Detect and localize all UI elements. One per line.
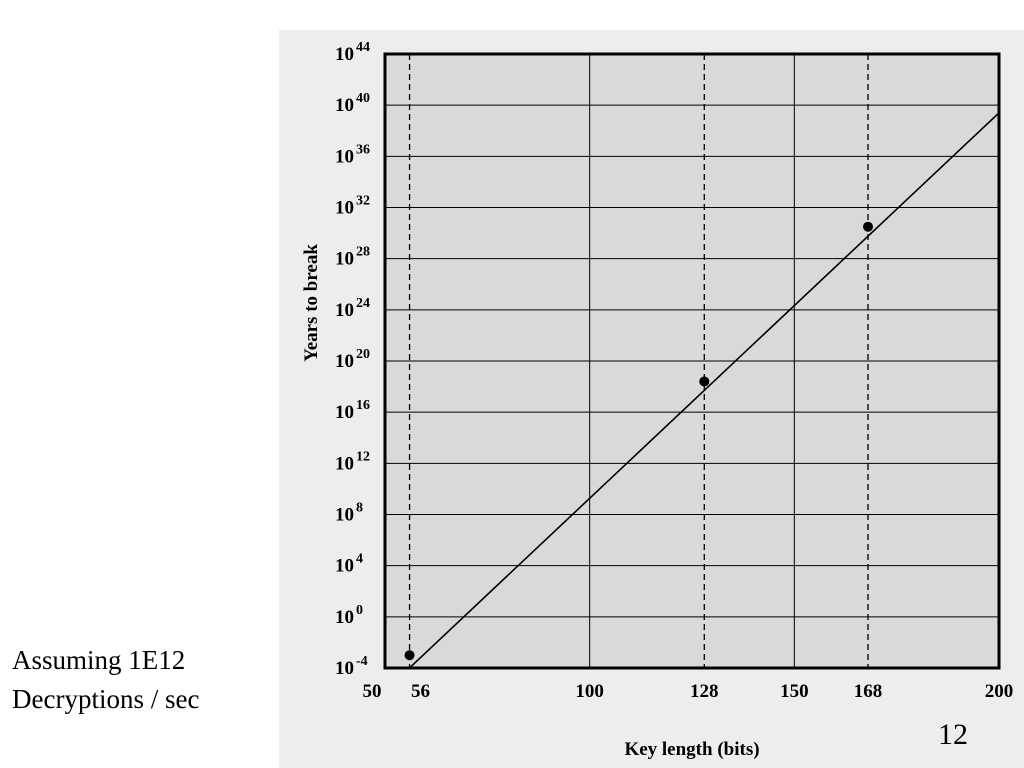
y-tick-base: 10 <box>335 300 354 321</box>
y-tick-label: 10 40 <box>335 91 370 116</box>
dashed-reference-lines <box>408 54 869 668</box>
y-tick-label: 10 28 <box>335 245 370 270</box>
y-tick-label: 10 16 <box>335 398 370 423</box>
y-axis-title: Years to break <box>301 244 322 362</box>
y-tick-base: 10 <box>335 44 354 65</box>
y-tick-exponent: 44 <box>356 40 370 55</box>
y-tick-exponent: 40 <box>356 91 370 106</box>
y-tick-exponent: 12 <box>356 449 370 464</box>
assumption-note-line-1: Assuming 1E12 <box>12 645 186 675</box>
series-line <box>408 112 999 668</box>
y-tick-base: 10 <box>335 402 354 423</box>
y-tick-exponent: 4 <box>356 552 363 567</box>
y-tick-label: 10 12 <box>335 449 370 474</box>
y-tick-exponent: 36 <box>356 142 370 157</box>
data-point-56 <box>404 650 415 661</box>
assumption-note-line-2: Decryptions / sec <box>12 684 200 714</box>
y-tick-base: 10 <box>335 95 354 116</box>
y-tick-exponent: 16 <box>356 398 370 413</box>
y-tick-base: 10 <box>335 198 354 219</box>
slide-number: 12 <box>938 718 968 751</box>
y-tick-exponent: 8 <box>356 501 363 516</box>
y-tick-exponent: 32 <box>356 194 370 209</box>
y-tick-exponent: 0 <box>356 603 363 618</box>
x-tick-label-168: 168 <box>854 681 883 702</box>
x-tick-label-150: 150 <box>780 681 809 702</box>
x-tick-label-200: 200 <box>985 681 1014 702</box>
data-point-168 <box>863 221 874 232</box>
x-tick-label-128: 128 <box>690 681 719 702</box>
plot-frame <box>383 52 1001 670</box>
y-tick-label: 10 32 <box>335 194 370 219</box>
y-tick-exponent: 24 <box>356 296 370 311</box>
y-tick-base: 10 <box>335 505 354 526</box>
y-tick-base: 10 <box>335 351 354 372</box>
y-tick-label: 10 20 <box>335 347 370 372</box>
series <box>404 112 999 668</box>
data-point-128 <box>699 376 710 387</box>
y-tick-base: 10 <box>335 453 354 474</box>
x-tick-labels: 50 56 100 128 150 168 200 <box>363 681 1014 702</box>
y-tick-base: 10 <box>335 658 354 679</box>
x-tick-label-100: 100 <box>575 681 604 702</box>
x-tick-label-50: 50 <box>363 681 382 702</box>
y-tick-base: 10 <box>335 146 354 167</box>
y-tick-label: 10 36 <box>335 142 370 167</box>
y-tick-label: 10 0 <box>335 603 363 628</box>
y-tick-label: 10 44 <box>335 40 370 65</box>
x-axis-title: Key length (bits) <box>624 739 759 760</box>
y-tick-base: 10 <box>335 556 354 577</box>
y-tick-label: 10 8 <box>335 501 363 526</box>
y-tick-label: 10 -4 <box>335 654 368 679</box>
y-tick-exponent: -4 <box>356 654 368 669</box>
y-tick-label: 10 24 <box>335 296 370 321</box>
x-tick-label-56: 56 <box>411 681 430 702</box>
y-tick-label: 10 4 <box>335 552 363 577</box>
y-tick-exponent: 28 <box>356 245 370 260</box>
y-tick-base: 10 <box>335 607 354 628</box>
y-tick-base: 10 <box>335 249 354 270</box>
y-tick-exponent: 20 <box>356 347 370 362</box>
